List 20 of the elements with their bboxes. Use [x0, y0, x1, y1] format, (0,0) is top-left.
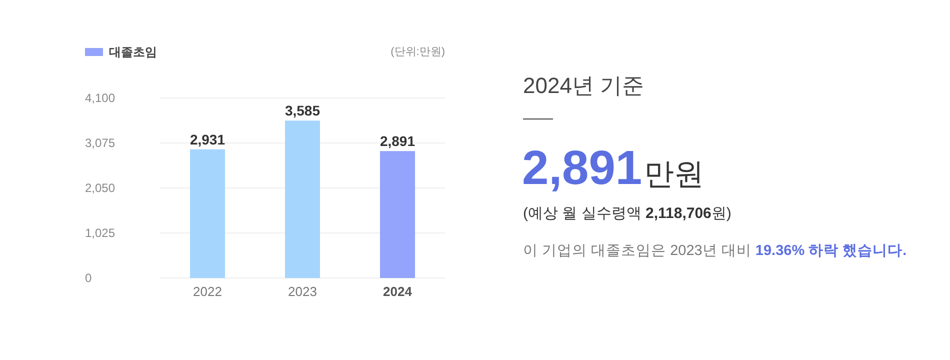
data-label: 2,891 [380, 133, 416, 150]
y-tick-label: 2,050 [85, 181, 116, 195]
y-tick-label: 1,025 [85, 226, 116, 240]
bar [190, 149, 225, 278]
text: 2,891만원 [522, 142, 704, 195]
text: (단위:만원) [390, 46, 445, 58]
y-tick-label: 0 [85, 271, 92, 285]
x-tick-label: 2022 [193, 284, 222, 299]
text: 이 기업의 대졸초임은 2023년 대비 19.36% 하락 했습니다. [523, 243, 907, 259]
x-tick-label: 2024 [383, 284, 413, 299]
text: 2024년 기준 [523, 73, 644, 98]
text: (예상 월 실수령액 2,118,706원) [523, 205, 732, 222]
bar [380, 151, 415, 278]
data-label: 2,931 [190, 131, 226, 148]
y-tick-label: 3,075 [85, 136, 116, 150]
y-tick-label: 4,100 [85, 91, 116, 105]
bar [285, 120, 320, 278]
x-tick-label: 2023 [288, 284, 317, 299]
legend-label: 대졸초임 [109, 45, 157, 59]
data-label: 3,585 [284, 102, 320, 119]
